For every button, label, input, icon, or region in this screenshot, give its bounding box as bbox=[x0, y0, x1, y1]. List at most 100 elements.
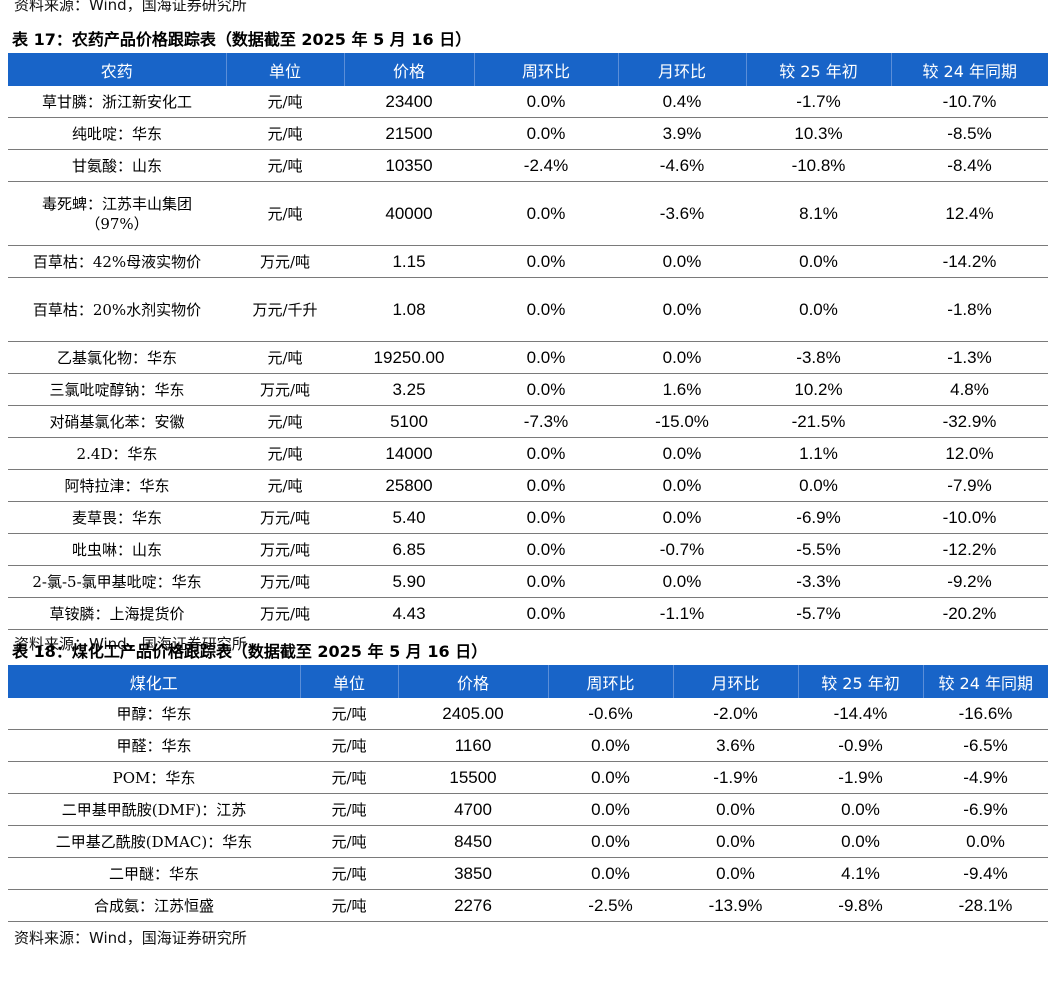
table18-header-cell: 较 24 年同期 bbox=[923, 665, 1048, 698]
table17-cell: -5.5% bbox=[746, 533, 891, 566]
table18-cell: 0.0% bbox=[673, 825, 798, 858]
table18-cell: 0.0% bbox=[548, 825, 673, 858]
table18-cell: 元/吨 bbox=[300, 857, 398, 890]
table17-source-top: 资料来源：Wind，国海证券研究所 bbox=[14, 0, 247, 14]
table18-cell: 二甲基甲酰胺(DMF)：江苏 bbox=[8, 793, 300, 826]
table17-cell: 4.43 bbox=[344, 597, 474, 630]
table18-header-cell: 较 25 年初 bbox=[798, 665, 924, 698]
table17-cell: 2.4D：华东 bbox=[8, 437, 226, 470]
table17-cell: -9.2% bbox=[891, 565, 1048, 598]
table17-cell: 14000 bbox=[344, 437, 474, 470]
table17-cell: 1.08 bbox=[344, 277, 474, 342]
table17-cell: 0.0% bbox=[618, 341, 746, 374]
table18-cell: 二甲基乙酰胺(DMAC)：华东 bbox=[8, 825, 300, 858]
table18-header-cell: 价格 bbox=[398, 665, 549, 698]
table17-row: 乙基氯化物：华东 元/吨 19250.00 0.0% 0.0% -3.8% -1.3% bbox=[8, 341, 1048, 374]
table18-cell: 0.0% bbox=[548, 857, 673, 890]
table17-cell: 3.25 bbox=[344, 373, 474, 406]
table18-cell: 0.0% bbox=[673, 793, 798, 826]
table17-cell: 万元/吨 bbox=[226, 565, 344, 598]
table17-row: 草甘膦：浙江新安化工 元/吨 23400 0.0% 0.4% -1.7% -10.7% bbox=[8, 86, 1048, 118]
table17-cell: 19250.00 bbox=[344, 341, 474, 374]
table17-cell: 对硝基氯化苯：安徽 bbox=[8, 405, 226, 438]
table17-header-row: 农药 单位 价格 周环比 月环比较 25 年初较 24 年同期 bbox=[8, 53, 1048, 86]
table18-cell: 二甲醚：华东 bbox=[8, 857, 300, 890]
table18-cell: -6.9% bbox=[923, 793, 1048, 826]
table17-cell: -14.2% bbox=[891, 245, 1048, 278]
table17-header-cell: 周环比 bbox=[474, 53, 619, 86]
coal-chemical-price-table: 煤化工 单位 价格 周环比 月环比较 25 年初较 24 年同期 甲醇：华东 元/吨 240… bbox=[8, 665, 1048, 922]
table17-cell: -12.2% bbox=[891, 533, 1048, 566]
table17-cell: 4.8% bbox=[891, 373, 1048, 406]
pesticide-price-table: 农药 单位 价格 周环比 月环比较 25 年初较 24 年同期 草甘膦：浙江新安化工 元/… bbox=[8, 53, 1048, 630]
table17-cell: 0.0% bbox=[618, 245, 746, 278]
table17-cell: -1.1% bbox=[618, 597, 746, 630]
table17-cell: 12.0% bbox=[891, 437, 1048, 470]
table17-caption: 表 17：农药产品价格跟踪表（数据截至 2025 年 5 月 16 日） bbox=[12, 30, 472, 49]
table18-cell: -4.9% bbox=[923, 761, 1048, 794]
table17-cell: -3.8% bbox=[746, 341, 891, 374]
table17-cell: 元/吨 bbox=[226, 341, 344, 374]
table17-cell: -6.9% bbox=[746, 501, 891, 534]
table17-cell: 草铵膦：上海提货价 bbox=[8, 597, 226, 630]
table17-cell: 0.0% bbox=[474, 373, 618, 406]
table17-cell: 0.0% bbox=[474, 277, 618, 342]
table17-cell: 元/吨 bbox=[226, 117, 344, 150]
table17-cell: 0.0% bbox=[474, 469, 618, 502]
table17-body: 草甘膦：浙江新安化工 元/吨 23400 0.0% 0.4% -1.7% -10.7% 纯吡啶… bbox=[8, 86, 1048, 630]
table18-cell: 0.0% bbox=[548, 793, 673, 826]
table17-cell: 万元/吨 bbox=[226, 245, 344, 278]
table17-cell: 0.0% bbox=[618, 501, 746, 534]
table18-cell: 元/吨 bbox=[300, 698, 398, 730]
table17-cell: -15.0% bbox=[618, 405, 746, 438]
table18-cell: -28.1% bbox=[923, 889, 1048, 922]
table18-header-row: 煤化工 单位 价格 周环比 月环比较 25 年初较 24 年同期 bbox=[8, 665, 1048, 698]
table17-cell: 0.0% bbox=[746, 469, 891, 502]
table18-cell: 0.0% bbox=[548, 761, 673, 794]
table17-cell: 0.0% bbox=[474, 86, 618, 118]
table17-cell: 元/吨 bbox=[226, 86, 344, 118]
table18-cell: -2.5% bbox=[548, 889, 673, 922]
table18-cell: 4700 bbox=[398, 793, 548, 826]
table17-header-cell: 农药 bbox=[8, 53, 227, 86]
table17-cell: 三氯吡啶醇钠：华东 bbox=[8, 373, 226, 406]
table17-cell: 百草枯：20%水剂实物价 bbox=[8, 277, 226, 342]
table17-cell: 0.0% bbox=[474, 181, 618, 246]
table17-cell: 6.85 bbox=[344, 533, 474, 566]
table17-cell: 阿特拉津：华东 bbox=[8, 469, 226, 502]
table18-cell: 合成氨：江苏恒盛 bbox=[8, 889, 300, 922]
table18-cell: 4.1% bbox=[798, 857, 923, 890]
table17-cell: 0.0% bbox=[474, 117, 618, 150]
table18-header-cell: 单位 bbox=[300, 665, 399, 698]
table18-cell: 元/吨 bbox=[300, 761, 398, 794]
table17-cell: 吡虫啉：山东 bbox=[8, 533, 226, 566]
table17-row: 纯吡啶：华东 元/吨 21500 0.0% 3.9% 10.3% -8.5% bbox=[8, 117, 1048, 150]
table18-source: 资料来源：Wind，国海证券研究所 bbox=[14, 929, 247, 947]
table17-cell: 万元/吨 bbox=[226, 373, 344, 406]
table17-row: 毒死蜱：江苏丰山集团（97%） 元/吨 40000 0.0% -3.6% 8.1% 12.4… bbox=[8, 181, 1048, 246]
table18-cell: 15500 bbox=[398, 761, 548, 794]
table17-row: 麦草畏：华东 万元/吨 5.40 0.0% 0.0% -6.9% -10.0% bbox=[8, 501, 1048, 534]
table18-row: 二甲醚：华东 元/吨 3850 0.0% 0.0% 4.1% -9.4% bbox=[8, 857, 1048, 890]
table18-row: 二甲基乙酰胺(DMAC)：华东 元/吨 8450 0.0% 0.0% 0.0% 0.0% bbox=[8, 825, 1048, 858]
table17-row: 2.4D：华东 元/吨 14000 0.0% 0.0% 1.1% 12.0% bbox=[8, 437, 1048, 470]
table17-cell: -0.7% bbox=[618, 533, 746, 566]
table18-header-cell: 煤化工 bbox=[8, 665, 301, 698]
table17-cell: 元/吨 bbox=[226, 437, 344, 470]
table17-cell: 麦草畏：华东 bbox=[8, 501, 226, 534]
table17-cell: -32.9% bbox=[891, 405, 1048, 438]
table17-cell: -2.4% bbox=[474, 149, 618, 182]
table18-header-cell: 月环比 bbox=[673, 665, 799, 698]
table17-cell: 0.0% bbox=[746, 245, 891, 278]
table17-cell: -5.7% bbox=[746, 597, 891, 630]
table17-cell: 0.0% bbox=[474, 245, 618, 278]
table17-cell: 8.1% bbox=[746, 181, 891, 246]
table17-cell: 万元/千升 bbox=[226, 277, 344, 342]
table17-header-cell: 单位 bbox=[226, 53, 345, 86]
table17-cell: 万元/吨 bbox=[226, 597, 344, 630]
table17-cell: -7.9% bbox=[891, 469, 1048, 502]
table17-cell: 0.0% bbox=[474, 533, 618, 566]
table17-cell: -4.6% bbox=[618, 149, 746, 182]
table17-cell: -21.5% bbox=[746, 405, 891, 438]
table17-cell: -8.5% bbox=[891, 117, 1048, 150]
